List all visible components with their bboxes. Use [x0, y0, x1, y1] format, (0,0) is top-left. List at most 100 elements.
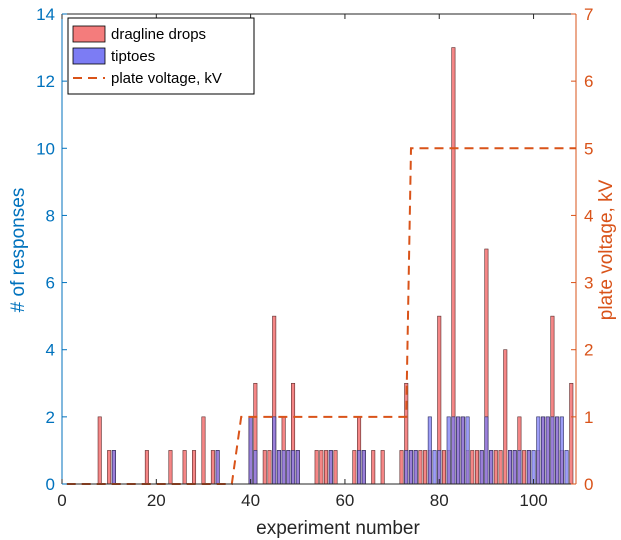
tiptoes-bar: [408, 450, 413, 485]
right-y-tick-label: 7: [584, 5, 593, 24]
dragline-bar: [470, 450, 475, 485]
tiptoes-bar: [531, 450, 536, 485]
right-y-tick-label: 0: [584, 475, 593, 494]
tiptoes-bar: [404, 450, 409, 485]
x-tick-label: 100: [519, 491, 547, 510]
tiptoes-bar: [427, 416, 432, 485]
right-y-tick-label: 1: [584, 408, 593, 427]
tiptoes-bar: [437, 450, 442, 485]
dragline-bar: [324, 450, 329, 485]
legend-swatch-tiptoes: [72, 47, 106, 65]
dragline-bar: [418, 450, 423, 485]
left-y-tick-label: 2: [46, 408, 55, 427]
x-tick-label: 80: [430, 491, 449, 510]
left-y-tick-label: 10: [36, 139, 55, 158]
right-y-tick-label: 5: [584, 139, 593, 158]
x-tick-label: 60: [335, 491, 354, 510]
dragline-bar: [182, 450, 187, 485]
dragline-bar: [319, 450, 324, 485]
left-y-tick-label: 12: [36, 72, 55, 91]
tiptoes-bar: [489, 450, 494, 485]
legend-swatch-dragline: [72, 25, 106, 43]
right-y-tick-label: 4: [584, 206, 593, 225]
dragline-bar: [168, 450, 173, 485]
tiptoes-bar: [465, 416, 470, 485]
right-y-tick-label: 3: [584, 274, 593, 293]
x-tick-label: 20: [147, 491, 166, 510]
dragline-bar: [314, 450, 319, 485]
dragline-bar: [493, 450, 498, 485]
tiptoes-bar: [276, 450, 281, 485]
left-y-tick-label: 4: [46, 341, 55, 360]
tiptoes-bar: [564, 450, 569, 485]
dragline-bar: [441, 450, 446, 485]
x-tick-label: 40: [241, 491, 260, 510]
tiptoes-bar: [357, 450, 362, 485]
right-y-axis-ticks: 0 1 2 3 4 5 6 7: [571, 5, 593, 494]
tiptoes-bar: [286, 450, 291, 485]
x-axis-ticks: 0 20 40 60 80 100: [57, 14, 548, 510]
dragline-bar: [522, 450, 527, 485]
tiptoes-bar: [248, 416, 253, 485]
tiptoes-bar: [215, 450, 220, 485]
dragline-bar: [371, 450, 376, 485]
tiptoes-bar: [446, 416, 451, 485]
tiptoes-bar: [413, 450, 418, 485]
dragline-bar: [267, 450, 272, 485]
tiptoes-bar: [536, 416, 541, 485]
dragline-bar: [144, 450, 149, 485]
tiptoes-bar: [550, 416, 555, 485]
dragline-bar: [423, 450, 428, 485]
dragline-bar: [399, 450, 404, 485]
tiptoes-bar: [555, 416, 560, 485]
x-axis-label: experiment number: [256, 518, 420, 539]
tiptoes-bar: [545, 416, 550, 485]
left-y-tick-label: 6: [46, 274, 55, 293]
dragline-bar: [503, 349, 508, 485]
left-y-axis-label: # of responses: [8, 188, 29, 313]
dragline-bar: [569, 382, 574, 485]
tiptoes-bar: [253, 450, 258, 485]
dragline-bar: [107, 450, 112, 485]
tiptoes-bar: [484, 416, 489, 485]
tiptoes-bar: [328, 450, 333, 485]
legend-label-dragline: dragline drops: [111, 26, 206, 43]
tiptoes-bar: [512, 450, 517, 485]
left-y-tick-label: 0: [46, 475, 55, 494]
dragline-bar: [498, 450, 503, 485]
tiptoes-bar: [559, 416, 564, 485]
x-tick-label: 0: [57, 491, 66, 510]
axes: [61, 13, 577, 485]
legend-label-tiptoes: tiptoes: [111, 48, 155, 65]
legend: dragline drops tiptoes plate voltage, kV: [67, 17, 255, 95]
tiptoes-bar: [517, 450, 522, 485]
tiptoes-bar: [507, 450, 512, 485]
right-y-tick-label: 2: [584, 341, 593, 360]
left-y-tick-label: 14: [36, 5, 55, 24]
dragline-bar: [201, 416, 206, 485]
tiptoes-bar: [456, 416, 461, 485]
tiptoes-bar: [281, 450, 286, 485]
dragline-bar: [210, 450, 215, 485]
left-y-axis-ticks: 0 2 4 6 8 10 12 14: [36, 5, 67, 494]
tiptoes-bar: [432, 450, 437, 485]
dragline-bar: [380, 450, 385, 485]
tiptoes-bar: [295, 450, 300, 485]
tiptoes-bar: [526, 450, 531, 485]
legend-label-voltage: plate voltage, kV: [111, 70, 222, 87]
dragline-bar: [352, 450, 357, 485]
tiptoes-bar: [361, 450, 366, 485]
dragline-bar: [333, 450, 338, 485]
tiptoes-bar: [272, 416, 277, 485]
dragline-bar: [97, 416, 102, 485]
tiptoes-bar: [540, 416, 545, 485]
right-y-axis-label: plate voltage, kV: [596, 179, 617, 320]
right-y-tick-label: 6: [584, 72, 593, 91]
left-y-tick-label: 8: [46, 206, 55, 225]
tiptoes-bar: [111, 450, 116, 485]
dragline-bar: [192, 450, 197, 485]
tiptoes-bar: [451, 416, 456, 485]
dragline-bar: [262, 450, 267, 485]
tiptoes-bar: [291, 450, 296, 485]
